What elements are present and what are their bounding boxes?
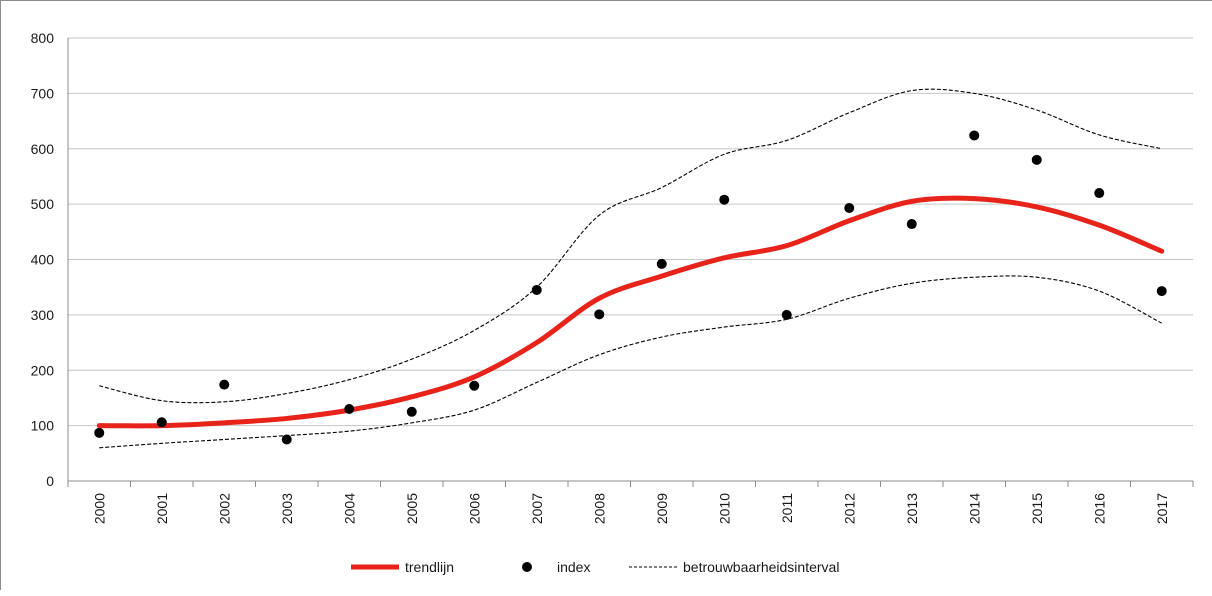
x-tick-label: 2001	[154, 493, 170, 524]
x-tick-label: 2003	[279, 493, 295, 524]
x-tick-label: 2004	[341, 493, 357, 524]
y-tick-label: 300	[31, 307, 55, 323]
confidence-interval-upper-line	[99, 88, 1162, 404]
legend-index-label: index	[557, 559, 590, 575]
legend: trendlijn index betrouwbaarheidsinterval	[351, 559, 839, 575]
x-tick-label: 2014	[966, 493, 982, 524]
y-tick-label: 100	[31, 418, 55, 434]
y-tick-label: 0	[46, 473, 54, 489]
index-point	[781, 309, 792, 320]
x-tick-label: 2005	[404, 493, 420, 524]
x-tick-label: 2012	[841, 493, 857, 524]
x-tick-label: 2015	[1029, 493, 1045, 524]
index-point	[406, 406, 417, 417]
axes	[67, 38, 1194, 487]
y-tick-label: 500	[31, 196, 55, 212]
x-tick-label: 2007	[529, 493, 545, 524]
y-tick-label: 800	[31, 30, 55, 46]
series	[94, 88, 1167, 449]
index-point	[906, 219, 917, 230]
index-point	[969, 130, 980, 141]
index-point	[281, 434, 292, 445]
legend-betrouwbaarheidsinterval-label: betrouwbaarheidsinterval	[683, 559, 839, 575]
x-tick-label: 2016	[1091, 493, 1107, 524]
y-tick-label: 400	[31, 252, 55, 268]
x-tick-label: 2006	[466, 493, 482, 524]
x-tick-label: 2013	[904, 493, 920, 524]
index-point	[594, 309, 605, 320]
x-tick-labels: 2000 2001 2002 2003 2004 2005 2006 2007 2008 2009…	[91, 493, 1170, 524]
gridlines	[68, 37, 1193, 427]
index-point	[156, 417, 167, 428]
index-point	[656, 258, 667, 269]
x-tick-label: 2011	[779, 493, 795, 523]
x-tick-label: 2000	[91, 493, 107, 524]
x-tick-label: 2009	[654, 493, 670, 524]
x-tick-label: 2008	[591, 493, 607, 524]
index-point	[469, 380, 480, 391]
index-point	[1156, 286, 1167, 297]
index-point	[719, 194, 730, 205]
y-tick-label: 200	[31, 362, 55, 378]
index-point	[94, 427, 105, 438]
x-tick-label: 2010	[716, 493, 732, 524]
legend-trendlijn-label: trendlijn	[405, 559, 454, 575]
index-point	[1031, 154, 1042, 165]
legend-index-marker	[522, 562, 532, 572]
y-tick-labels: 0 100 200 300 400 500 600 700 800	[31, 30, 55, 489]
index-point	[219, 379, 230, 390]
index-point	[1094, 188, 1105, 199]
index-point	[531, 284, 542, 295]
trendlijn-line	[96, 195, 1165, 429]
index-point	[844, 203, 855, 214]
y-tick-label: 600	[31, 141, 55, 157]
x-tick-label: 2002	[216, 493, 232, 524]
y-tick-label: 700	[31, 85, 55, 101]
index-point	[344, 404, 355, 415]
x-tick-label: 2017	[1154, 493, 1170, 524]
